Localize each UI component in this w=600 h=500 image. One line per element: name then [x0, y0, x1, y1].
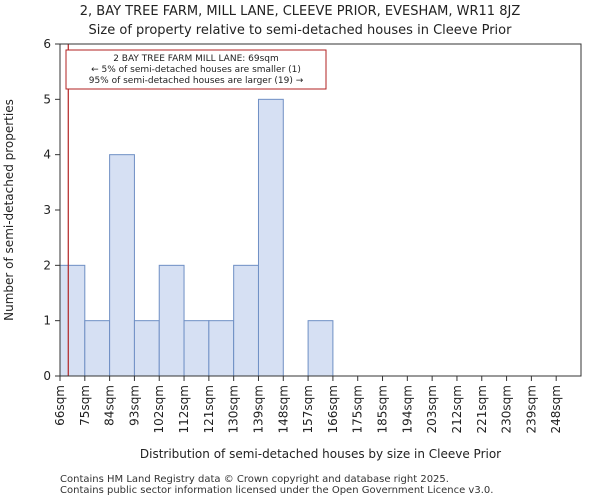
x-tick-label: 121sqm — [202, 385, 216, 433]
x-tick-label: 212sqm — [450, 385, 464, 433]
annotation-box: 2 BAY TREE FARM MILL LANE: 69sqm ← 5% of… — [65, 49, 327, 90]
bar-75sqm — [84, 320, 111, 377]
x-tick-label: 185sqm — [376, 385, 390, 433]
y-tick-label: 0 — [43, 369, 51, 383]
bar-139sqm — [257, 98, 284, 377]
y-tick-label: 1 — [43, 314, 51, 328]
x-tick-label: 230sqm — [500, 385, 514, 433]
bar-66sqm — [59, 264, 86, 377]
x-tick-label: 84sqm — [103, 385, 117, 426]
x-tick-label: 248sqm — [549, 385, 563, 433]
x-tick-label: 102sqm — [152, 385, 166, 433]
annotation-border — [65, 49, 327, 90]
annotation-line-1: 2 BAY TREE FARM MILL LANE: 69sqm — [113, 54, 279, 64]
plot-frame — [59, 43, 582, 377]
x-tick-label: 194sqm — [400, 385, 414, 433]
x-tick-label: 203sqm — [425, 385, 439, 433]
x-tick-label: 221sqm — [475, 385, 489, 433]
bar-157sqm — [307, 320, 334, 377]
x-tick-label: 139sqm — [251, 385, 265, 433]
bar-121sqm — [208, 320, 235, 377]
footer-line-1: Contains HM Land Registry data © Crown c… — [60, 474, 449, 485]
bar-130sqm — [233, 264, 259, 377]
x-tick-label: 130sqm — [227, 385, 241, 433]
bar-102sqm — [158, 264, 185, 377]
x-tick-label: 112sqm — [177, 385, 191, 433]
x-tick-label: 148sqm — [276, 385, 290, 433]
x-axis-ticks: 66sqm 75sqm 84sqm 93sqm 102sqm 112sqm 121sqm 13… — [53, 376, 563, 433]
x-tick-label: 175sqm — [351, 385, 365, 433]
x-tick-label: 75sqm — [78, 385, 92, 426]
bar-93sqm — [133, 320, 160, 377]
y-tick-label: 3 — [43, 203, 51, 217]
y-tick-label: 4 — [43, 148, 51, 162]
annotation-line-3: 95% of semi-detached houses are larger (… — [89, 76, 304, 86]
y-axis-ticks: 0 1 2 3 4 5 6 — [43, 37, 60, 383]
chart-subtitle: Size of property relative to semi-detach… — [88, 23, 512, 38]
bars-group — [59, 98, 334, 377]
x-tick-label: 239sqm — [524, 385, 538, 433]
y-tick-label: 2 — [43, 258, 51, 272]
y-tick-label: 5 — [43, 92, 51, 106]
annotation-line-2: ← 5% of semi-detached houses are smaller… — [91, 65, 301, 75]
chart-title: 2, BAY TREE FARM, MILL LANE, CLEEVE PRIO… — [79, 4, 521, 19]
footer-line-2: Contains public sector information licen… — [60, 485, 494, 496]
x-tick-label: 166sqm — [326, 385, 340, 433]
bar-112sqm — [183, 320, 210, 377]
y-tick-label: 6 — [43, 37, 51, 51]
bar-84sqm — [109, 154, 135, 377]
x-tick-label: 157sqm — [301, 385, 315, 433]
x-tick-label: 66sqm — [53, 385, 67, 426]
footer: Contains HM Land Registry data © Crown c… — [60, 474, 493, 496]
y-axis-label: Number of semi-detached properties — [2, 99, 16, 321]
x-axis-label: Distribution of semi-detached houses by … — [140, 447, 501, 461]
x-tick-label: 93sqm — [127, 385, 141, 426]
chart-title-block: 2, BAY TREE FARM, MILL LANE, CLEEVE PRIO… — [0, 2, 600, 40]
